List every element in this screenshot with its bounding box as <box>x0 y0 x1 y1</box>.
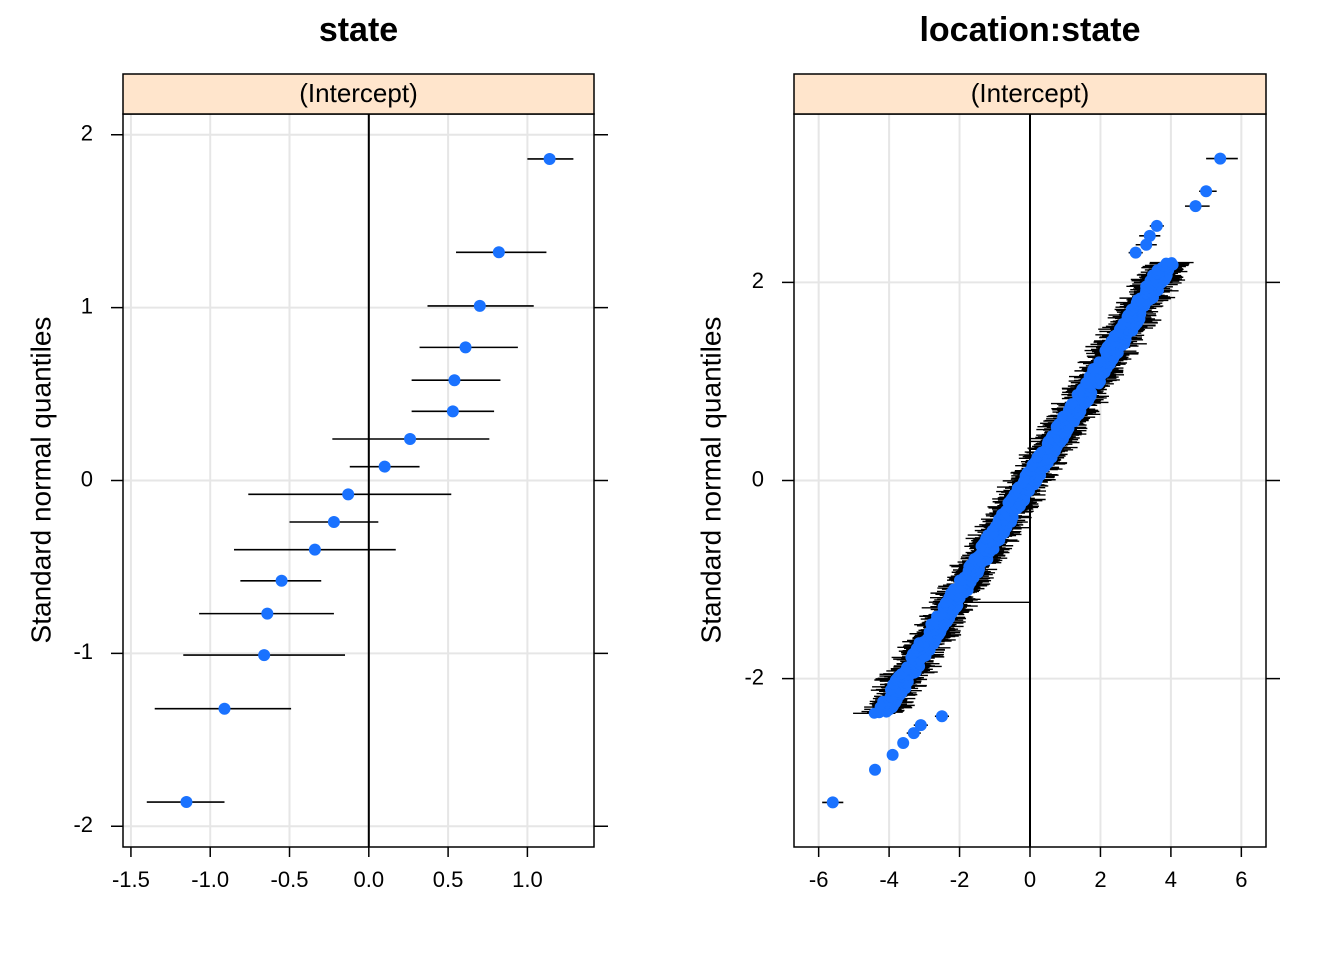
data-point <box>1189 200 1202 213</box>
grid <box>123 114 594 847</box>
data-point <box>935 710 948 723</box>
panel-state: state (Intercept) -1.5 -1.0 -0.5 0.0 0.5 1.0 -2 -… <box>25 11 608 892</box>
data-point <box>897 736 910 749</box>
y-tick-label: 0 <box>752 466 764 491</box>
y-tick-label: 2 <box>81 121 93 146</box>
points <box>146 152 574 809</box>
data-point <box>218 702 231 715</box>
y-tick-label: -2 <box>73 812 93 837</box>
data-point <box>448 374 461 387</box>
data-point <box>180 796 193 809</box>
x-tick-label: -1.0 <box>191 867 229 892</box>
strip-label: (Intercept) <box>971 78 1090 108</box>
x-tick-label: 4 <box>1165 867 1177 892</box>
y-tick-label: 0 <box>81 466 93 491</box>
y-tick-label: 1 <box>81 293 93 318</box>
data-point <box>869 763 882 776</box>
data-point <box>1150 219 1163 232</box>
data-point <box>1200 185 1213 198</box>
x-tick-label: -0.5 <box>271 867 309 892</box>
dense-points <box>868 257 1179 719</box>
y-tick-label: -2 <box>744 664 764 689</box>
x-tick-label: -4 <box>879 867 899 892</box>
data-point <box>459 341 472 354</box>
x-tick-label: 2 <box>1094 867 1106 892</box>
dense-band <box>853 257 1194 719</box>
data-point <box>907 727 920 740</box>
data-point <box>261 607 274 620</box>
points <box>822 152 1238 809</box>
data-point <box>342 488 355 501</box>
data-point <box>378 460 391 473</box>
panel-location-state: location:state (Intercept) -6 -4 -2 0 2 4 6 -2 0 2 S… <box>695 11 1280 892</box>
chart-title: location:state <box>919 11 1140 49</box>
x-tick-label: 6 <box>1235 867 1247 892</box>
strip <box>793 73 1267 115</box>
y-tick-label: 2 <box>752 268 764 293</box>
data-point <box>886 748 899 761</box>
chart-title: state <box>319 11 398 49</box>
data-point <box>446 405 459 418</box>
x-tick-label: 0.0 <box>354 867 385 892</box>
data-point <box>404 433 417 446</box>
data-point <box>492 246 505 259</box>
y-axis-label: Standard normal quantiles <box>695 317 726 644</box>
data-point <box>1214 152 1227 165</box>
data-point <box>327 515 340 528</box>
data-point <box>1129 246 1142 259</box>
strip <box>122 73 595 115</box>
y-tick-label: -1 <box>73 639 93 664</box>
x-tick-label: 0.5 <box>433 867 464 892</box>
x-tick-label: -2 <box>950 867 970 892</box>
x-tick-label: 0 <box>1024 867 1036 892</box>
grid <box>794 114 1266 847</box>
x-tick-label: 1.0 <box>512 867 543 892</box>
x-tick-label: -6 <box>809 867 829 892</box>
data-point <box>1143 229 1156 242</box>
x-tick-label: -1.5 <box>112 867 150 892</box>
data-point <box>826 796 839 809</box>
y-axis-label: Standard normal quantiles <box>25 317 56 644</box>
data-point <box>308 543 321 556</box>
data-point <box>543 152 556 165</box>
data-point <box>1166 257 1178 269</box>
data-point <box>473 299 486 312</box>
data-point <box>258 649 271 662</box>
data-point <box>914 719 927 732</box>
strip-label: (Intercept) <box>299 78 418 108</box>
data-point <box>275 574 288 587</box>
